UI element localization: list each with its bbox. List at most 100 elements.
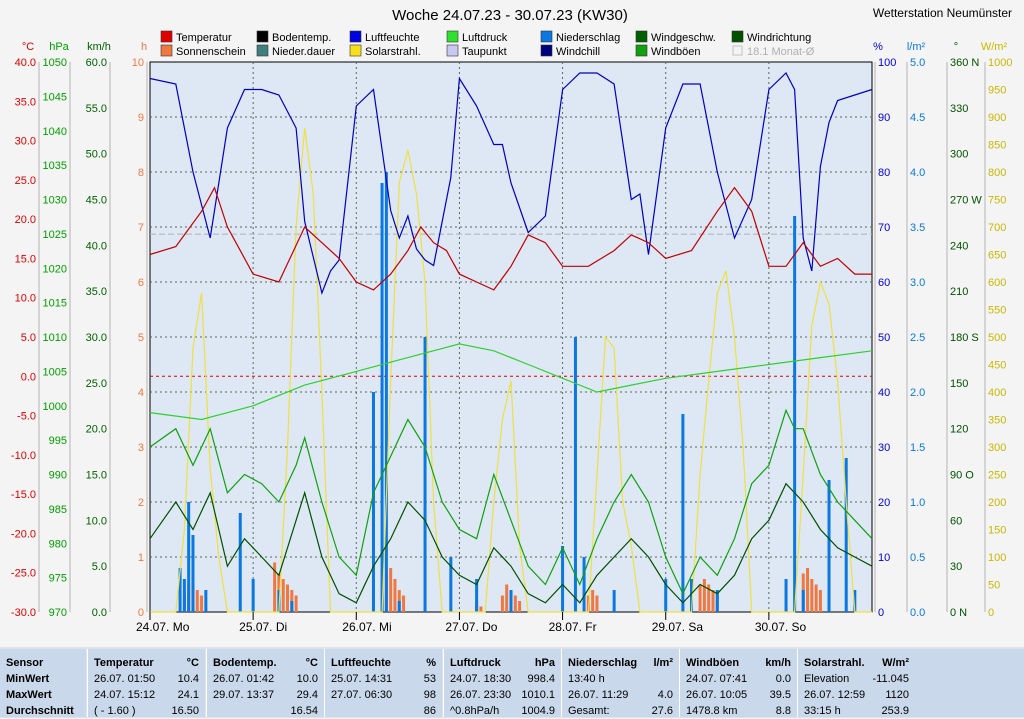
right-axis-tick: 4.5 [910, 112, 925, 124]
right-axis-tick: 800 [988, 167, 1006, 179]
summary-col-title: Windböen [686, 657, 740, 669]
left-axis-tick: 30.0 [86, 332, 107, 344]
right-axis-tick: 1.0 [910, 497, 925, 509]
summary-column-luftfeuchte: Luftfeuchte% 25.07. 14:31 53 27.07. 06:30 98… [324, 649, 442, 717]
right-axis-tick: 20 [878, 497, 890, 509]
left-axis-tick: -20.0 [11, 528, 36, 540]
precipitation-bar [423, 337, 427, 612]
series-line-windben [149, 408, 873, 596]
left-axis-tick: 15.0 [86, 470, 107, 482]
left-axis-tick: 985 [49, 504, 67, 516]
summary-cell-label: ( - 1.60 ) [94, 705, 136, 717]
sunshine-bar [595, 595, 599, 612]
precipitation-bar [801, 590, 805, 612]
left-axis-tick: 35.0 [86, 286, 107, 298]
right-axis-tick: 200 [988, 497, 1006, 509]
right-axis-tick: 60 [950, 515, 962, 527]
summary-cell-value: 10.4 [177, 673, 199, 685]
precipitation-bar [251, 579, 255, 612]
summary-cell-label: 24.07. 15:12 [94, 689, 156, 701]
maxwert-label: MaxWert [6, 689, 52, 701]
legend-swatch [160, 30, 173, 43]
left-axis-tick: 8 [138, 167, 144, 179]
precipitation-bar [384, 172, 388, 612]
right-axis-tick: 50 [988, 580, 1000, 592]
chart-title: Woche 24.07.23 - 30.07.23 (KW30) [392, 7, 628, 24]
summary-column-temperatur: Temperatur °C 26.07. 01:50 10.4 24.07. 15:12… [87, 649, 205, 717]
precipitation-bar [853, 590, 857, 612]
summary-cell-label: 26.07. 01:50 [94, 673, 156, 685]
precipitation-bar [681, 414, 685, 612]
summary-col-unit: °C [186, 657, 199, 669]
summary-col-title: Bodentemp. [213, 657, 277, 669]
left-axis-tick: 0.0 [92, 607, 107, 619]
right-axis-tick: 3.0 [910, 277, 925, 289]
summary-cell-value: 1120 [885, 689, 909, 701]
legend-swatch [540, 30, 553, 43]
summary-cell-value: 1010.1 [521, 689, 555, 701]
x-axis-day-label: 28.07. Fr [549, 620, 597, 634]
summary-cell-label: Gesamt: [568, 705, 610, 717]
right-axis-unit: W/m² [981, 41, 1008, 53]
right-axis-tick: 600 [988, 277, 1006, 289]
summary-cell-label: 26.07. 01:42 [213, 673, 275, 685]
right-axis-tick: 10 [878, 552, 890, 564]
left-axis-tick: 15.0 [15, 253, 36, 265]
summary-cell-label: 24.07. 18:30 [450, 673, 512, 685]
summary-col-unit: hPa [534, 657, 555, 669]
legend-label: Windböen [651, 46, 701, 58]
summary-column-luftdruck: Luftdruck hPa 24.07. 18:30 998.4 26.07. 23:3… [443, 649, 561, 717]
legend-swatch [160, 44, 173, 57]
right-axis-tick: 350 [988, 415, 1006, 427]
precipitation-bar [793, 216, 797, 612]
legend-label: Windrichtung [747, 32, 811, 44]
summary-cell-value: 53 [423, 673, 436, 685]
summary-cell-value: 0.0 [775, 673, 791, 685]
left-axis-tick: 5 [138, 332, 144, 344]
right-axis-tick: 330 [950, 103, 968, 115]
left-axis-tick: -30.0 [11, 607, 36, 619]
sunshine-bar [818, 590, 822, 612]
left-axis-tick: 10.0 [15, 293, 36, 305]
summary-col-unit: °C [305, 657, 318, 669]
right-axis-tick: 750 [988, 195, 1006, 207]
left-axis-tick: 10 [132, 57, 144, 69]
left-axis-tick: -15.0 [11, 489, 36, 501]
summary-cell-label: 27.07. 06:30 [331, 689, 393, 701]
legend-swatch [732, 45, 743, 56]
left-axis-tick: 40.0 [15, 57, 36, 69]
summary-cell-label: 29.07. 13:37 [213, 689, 275, 701]
left-axis-tick: 10.0 [86, 515, 107, 527]
sunshine-bar [505, 584, 509, 612]
precipitation-bar [397, 601, 401, 612]
weather-chart: °C40.035.030.025.020.015.010.05.00.0-5.0… [10, 6, 1013, 634]
precipitation-bar [827, 480, 831, 612]
sunshine-bar [286, 584, 290, 612]
right-axis-tick: 90 [878, 112, 890, 124]
legend-swatch [635, 44, 648, 57]
precipitation-bar [664, 579, 668, 612]
right-axis-tick: 1000 [988, 57, 1012, 69]
right-axis-tick: 70 [878, 222, 890, 234]
precipitation-bar [561, 546, 565, 612]
right-axis-tick: 90 O [950, 470, 974, 482]
summary-column-niederschlag: Niederschlag l/m² 13:40 h 26.07. 11:29 4.0 Ge… [561, 649, 679, 717]
sunshine-bar [707, 584, 711, 612]
x-axis-day-label: 27.07. Do [445, 620, 497, 634]
right-axis-tick: 3.5 [910, 222, 925, 234]
left-axis-tick: 990 [49, 470, 67, 482]
precipitation-bar [380, 183, 384, 612]
left-axis-tick: 6 [138, 277, 144, 289]
summary-col-title: Luftdruck [450, 657, 501, 669]
right-axis-tick: 0 N [950, 607, 967, 619]
summary-cell-value: 16.50 [171, 705, 199, 717]
left-axis-tick: 1040 [43, 126, 67, 138]
left-axis-tick: 0 [138, 607, 144, 619]
series-line-luftfeuchte [149, 72, 873, 295]
left-axis-unit: °C [22, 41, 34, 53]
sunshine-bar [518, 601, 522, 612]
summary-table: Sensor MinWert MaxWert Durchschnitt Temp… [0, 647, 1024, 718]
right-axis-tick: 240 [950, 240, 968, 252]
summary-cell-value: 998.4 [527, 673, 555, 685]
summary-col-title: Luftfeuchte [331, 657, 391, 669]
